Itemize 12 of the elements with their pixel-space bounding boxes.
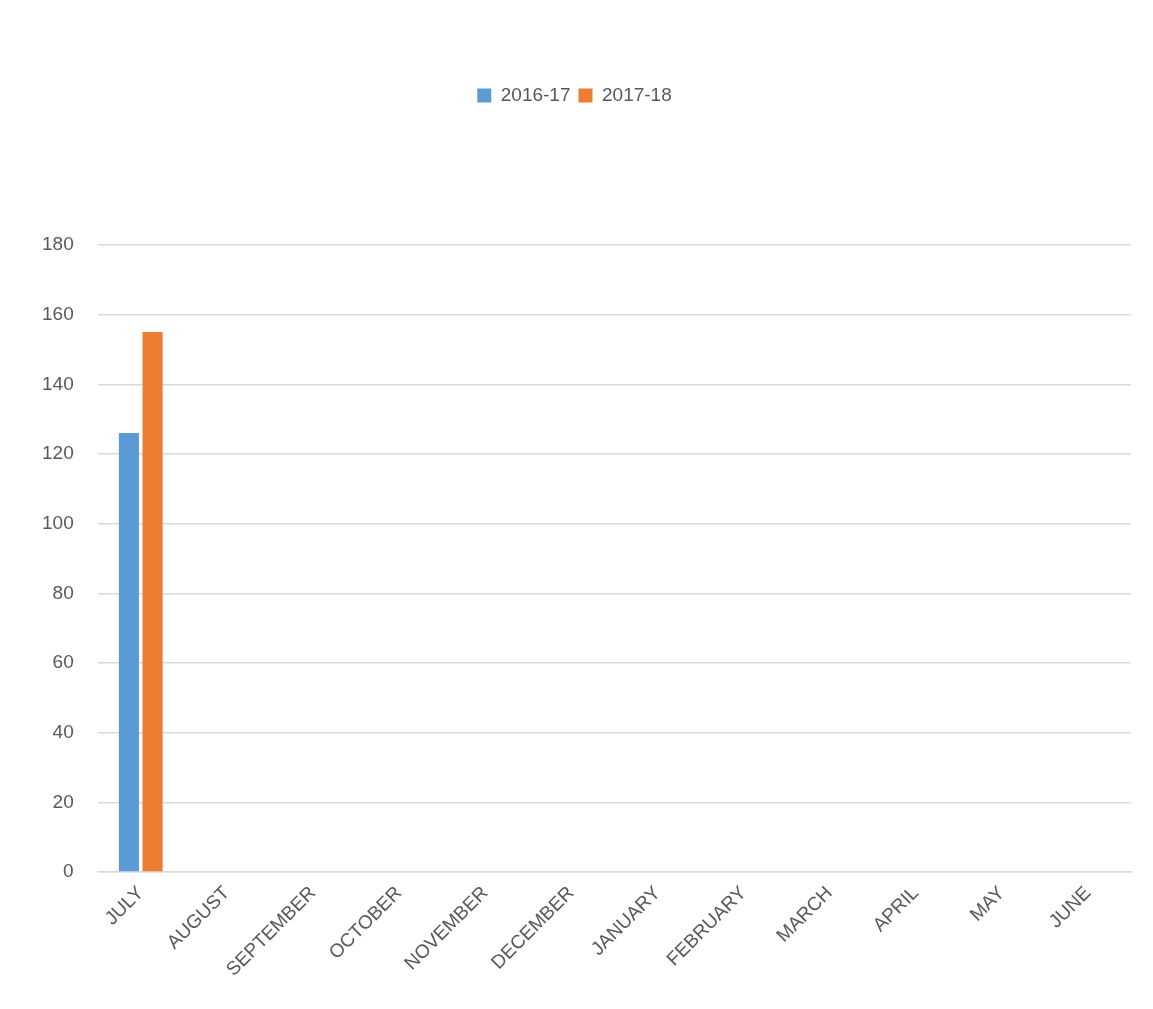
legend-label: 2017-18: [602, 83, 672, 105]
y-tick-label: 180: [42, 233, 74, 255]
y-tick-label: 0: [63, 860, 74, 882]
y-tick-label: 120: [42, 442, 74, 464]
y-tick-label: 140: [42, 372, 74, 394]
y-tick-label: 40: [52, 720, 74, 742]
legend-label: 2016-17: [500, 83, 571, 105]
y-tick-label: 80: [52, 581, 74, 603]
y-tick-label: 100: [42, 511, 74, 533]
y-tick-label: 60: [52, 651, 74, 673]
y-tick-label: 20: [52, 790, 74, 812]
y-tick-label: 160: [42, 302, 74, 324]
